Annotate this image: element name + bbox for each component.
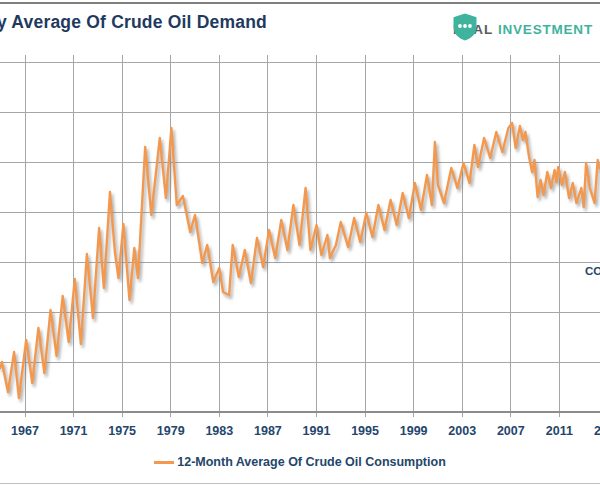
consumption-line-series [0, 123, 599, 398]
legend-line-swatch [154, 461, 174, 464]
x-axis-label-1995: 1995 [351, 424, 379, 438]
x-axis-label-2015: 2015 [594, 424, 600, 438]
cropped-annotation: CO [585, 265, 600, 277]
x-axis-label-1987: 1987 [254, 424, 282, 438]
x-axis-label-1983: 1983 [205, 424, 233, 438]
chart-page: y Average Of Crude Oil Demand REALINVEST… [0, 0, 600, 493]
bottom-border-rule [0, 483, 600, 484]
x-axis-label-2007: 2007 [497, 424, 525, 438]
chart-legend: 12-Month Average Of Crude Oil Consumptio… [0, 452, 600, 472]
x-axis-label-1979: 1979 [157, 424, 185, 438]
x-axis: 1967 1971 1975 1979 1983 1987 1991 1995 1999 2003… [0, 424, 600, 442]
x-axis-label-1991: 1991 [303, 424, 331, 438]
crude-oil-demand-chart: 1967 1971 1975 1979 1983 1987 1991 1995 1999 2003… [0, 0, 600, 493]
x-axis-label-1971: 1971 [60, 424, 88, 438]
x-axis-label-1967: 1967 [11, 424, 39, 438]
legend-label: 12-Month Average Of Crude Oil Consumptio… [177, 455, 446, 469]
x-axis-label-2003: 2003 [448, 424, 476, 438]
x-axis-label-1975: 1975 [108, 424, 136, 438]
x-axis-label-1999: 1999 [400, 424, 428, 438]
x-axis-label-2011: 2011 [546, 424, 573, 438]
chart-canvas [0, 0, 600, 493]
